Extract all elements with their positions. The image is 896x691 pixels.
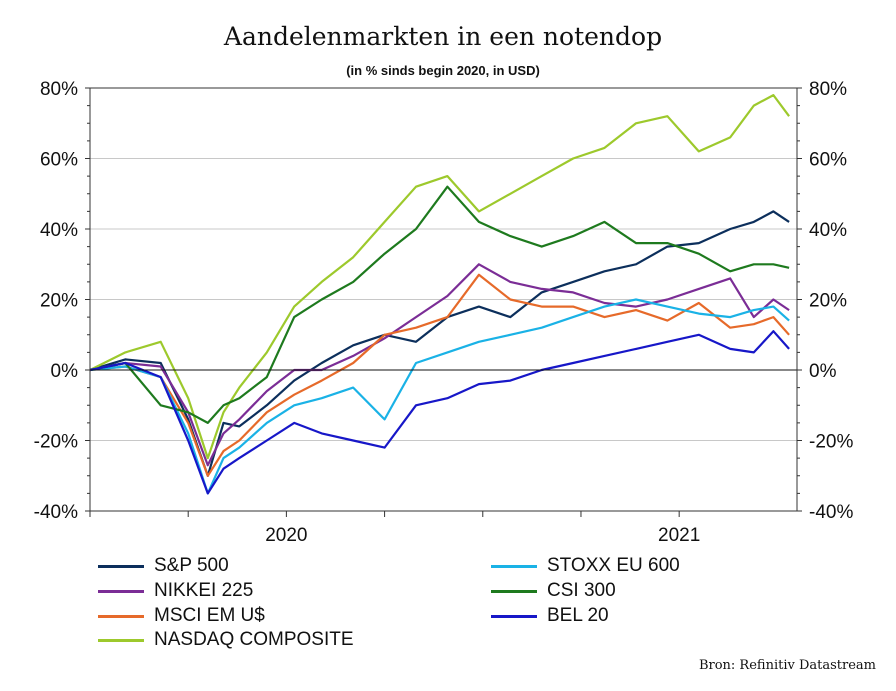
y-tick-label-left: 40% [40,220,78,241]
y-tick-label-right: 80% [809,79,847,100]
y-tick-label-left: 20% [40,291,78,312]
y-tick-label-right: -40% [809,502,853,523]
legend-label: S&P 500 [154,555,229,576]
series-line-5 [89,185,790,424]
y-tick-label-right: 0% [809,361,837,382]
legend-swatch [98,614,144,618]
series-line-3 [89,93,790,460]
y-tick-label-left: 60% [40,150,78,171]
legend-label: BEL 20 [547,605,609,626]
chart-title: Aandelenmarkten in een notendop [223,22,663,51]
x-tick-label: 2021 [658,525,700,546]
y-tick-label-right: -20% [809,432,853,453]
legend-item-stoxx600: STOXX EU 600 [491,554,680,578]
legend-swatch [491,614,537,618]
legend-label: MSCI EM U$ [154,605,265,626]
y-tick-label-right: 60% [809,150,847,171]
legend-item-sp500: S&P 500 [98,554,229,578]
legend-item-csi300: CSI 300 [491,579,616,603]
y-tick-label-left: -40% [34,502,78,523]
legend-label: STOXX EU 600 [547,555,680,576]
series-line-0 [89,210,790,477]
legend-item-bel20: BEL 20 [491,604,609,628]
legend-swatch [491,564,537,568]
legend-label: CSI 300 [547,580,616,601]
grid-lines [90,158,797,441]
source-note: Bron: Refinitiv Datastream [698,658,876,673]
y-tick-label-left: 80% [40,79,78,100]
legend-label: NASDAQ COMPOSITE [154,629,354,650]
legend-swatch [491,589,537,593]
axes: 80% 80% 60% 60% 40% 40% 20% 20% 0% 0% -20% -20% -40%… [34,79,854,546]
legend-swatch [98,589,144,593]
y-tick-label-right: 20% [809,291,847,312]
series-line-4 [89,298,790,495]
chart-subtitle: (in % sinds begin 2020, in USD) [346,63,540,78]
y-tick-label-left: 0% [51,361,79,382]
x-tick-label: 2020 [265,525,307,546]
y-tick-label-right: 40% [809,220,847,241]
legend-label: NIKKEI 225 [154,580,254,601]
series-line-6 [89,330,790,495]
series-lines [89,93,790,495]
legend-swatch [98,564,144,568]
legend-item-nikkei225: NIKKEI 225 [98,579,253,603]
series-line-2 [89,273,790,477]
legend-item-nasdaq: NASDAQ COMPOSITE [98,628,354,652]
legend-swatch [98,638,144,642]
series-line-1 [89,263,790,467]
legend-item-msci-em: MSCI EM U$ [98,604,265,628]
y-tick-label-left: -20% [34,432,78,453]
